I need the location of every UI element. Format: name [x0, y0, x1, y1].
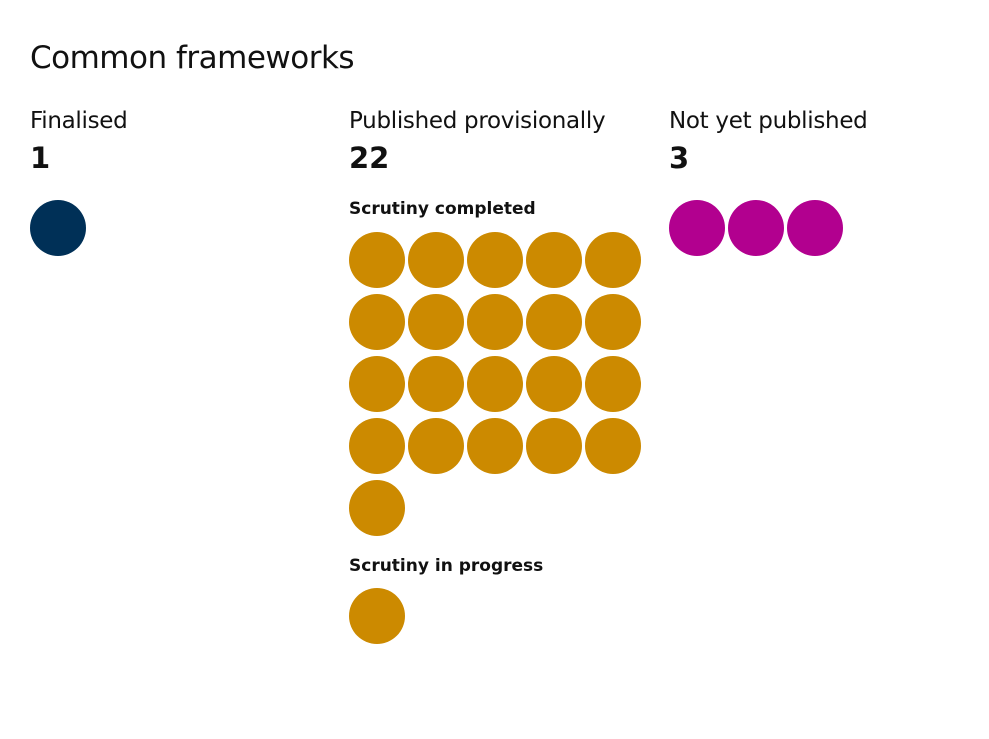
unit-dot-published-provisionally	[526, 418, 582, 474]
unit-dot-published-provisionally	[526, 294, 582, 350]
group-label-scrutiny-in-progress: Scrutiny in progress	[349, 556, 544, 576]
unit-dot-published-provisionally	[526, 232, 582, 288]
column-not-yet-published: Not yet published 3	[669, 106, 868, 176]
column-label-not-yet-published: Not yet published	[669, 108, 868, 134]
unit-dot-not-yet-published	[669, 200, 725, 256]
unit-dot-published-provisionally	[585, 418, 641, 474]
unit-dot-not-yet-published	[787, 200, 843, 256]
chart-title: Common frameworks	[30, 40, 355, 76]
unit-dot-published-provisionally	[585, 232, 641, 288]
column-count-not-yet-published: 3	[669, 141, 690, 175]
column-published-provisionally: Published provisionally 22	[349, 106, 606, 176]
unit-dot-published-provisionally	[585, 294, 641, 350]
unit-dot-published-provisionally	[467, 232, 523, 288]
column-count-finalised: 1	[30, 141, 51, 175]
unit-dot-published-provisionally	[408, 232, 464, 288]
unit-dot-published-provisionally	[349, 232, 405, 288]
unit-dot-published-provisionally	[526, 356, 582, 412]
unit-dot-published-provisionally	[349, 588, 405, 644]
unit-dot-published-provisionally	[349, 418, 405, 474]
unit-dot-published-provisionally	[467, 418, 523, 474]
unit-dot-published-provisionally	[349, 480, 405, 536]
group-label-scrutiny-completed: Scrutiny completed	[349, 199, 536, 219]
unit-dot-published-provisionally	[408, 294, 464, 350]
unit-dot-published-provisionally	[467, 294, 523, 350]
column-count-published-provisionally: 22	[349, 141, 390, 175]
column-label-finalised: Finalised	[30, 108, 128, 134]
unit-dot-not-yet-published	[728, 200, 784, 256]
unit-dot-finalised	[30, 200, 86, 256]
column-label-published-provisionally: Published provisionally	[349, 108, 606, 134]
column-finalised: Finalised 1	[30, 106, 128, 176]
unit-dot-published-provisionally	[349, 356, 405, 412]
unit-dot-published-provisionally	[467, 356, 523, 412]
unit-dot-published-provisionally	[349, 294, 405, 350]
unit-dot-published-provisionally	[408, 356, 464, 412]
unit-dot-published-provisionally	[585, 356, 641, 412]
unit-dot-published-provisionally	[408, 418, 464, 474]
